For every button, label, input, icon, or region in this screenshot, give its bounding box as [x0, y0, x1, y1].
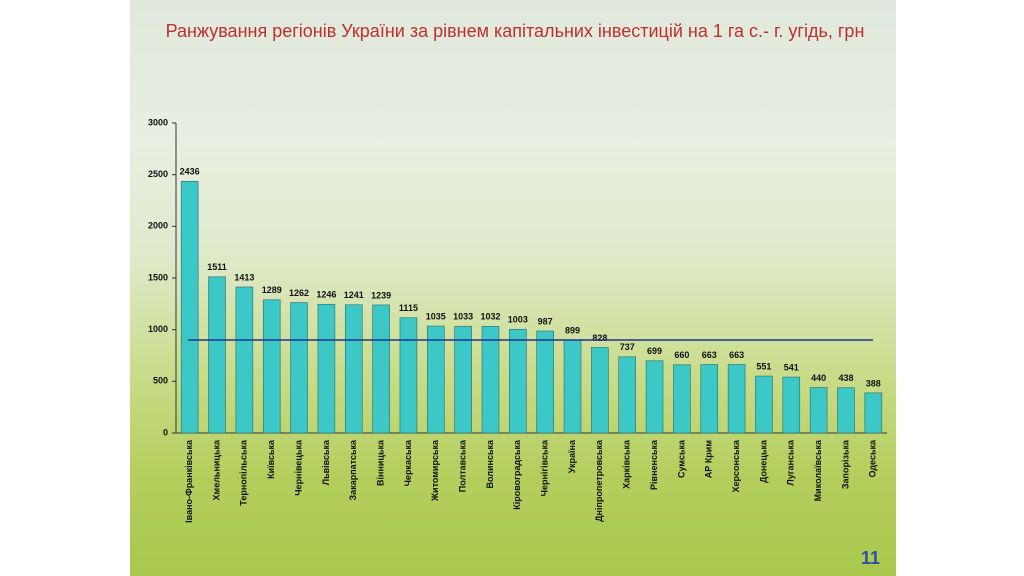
value-label: 1511: [207, 262, 227, 272]
value-label: 1035: [426, 311, 446, 321]
value-label: 1413: [234, 272, 254, 282]
x-tick-label: Житомирська: [430, 439, 440, 502]
bar: [591, 347, 609, 434]
bar: [645, 360, 664, 434]
value-label: 663: [702, 350, 717, 360]
bar: [673, 364, 691, 434]
x-tick-label: Полтавська: [458, 439, 468, 492]
value-label: 737: [620, 342, 635, 352]
value-label: 2436: [180, 167, 200, 177]
page-number: 11: [860, 548, 880, 568]
value-label: 1033: [453, 312, 473, 322]
bar: [427, 325, 445, 434]
x-tick-label: Чернігівська: [540, 439, 550, 496]
x-tick-label: Миколаївська: [813, 439, 823, 501]
bar: [344, 304, 363, 434]
y-tick-label: 500: [153, 376, 168, 386]
value-label: 663: [729, 350, 744, 360]
x-tick-label: Сумська: [676, 439, 686, 478]
y-tick-label: 2000: [148, 221, 168, 231]
value-label: 828: [592, 333, 607, 343]
x-tick-label: Львівська: [321, 439, 331, 485]
x-tick-label: Київська: [266, 439, 276, 479]
bar: [235, 286, 254, 434]
bar: [509, 329, 527, 434]
bar: [563, 339, 582, 434]
bar: [536, 330, 554, 434]
x-tick-label: Одеська: [868, 439, 878, 477]
bar: [454, 325, 472, 434]
bar: [755, 375, 773, 434]
value-label: 899: [565, 325, 580, 335]
bar: [727, 364, 746, 434]
x-tick-label: Україна: [567, 439, 577, 473]
value-label: 987: [538, 316, 553, 326]
value-label: 1289: [262, 285, 282, 295]
bar: [864, 392, 883, 434]
y-tick-label: 0: [163, 427, 168, 437]
bar: [700, 364, 719, 434]
value-label: 440: [811, 373, 826, 383]
x-tick-label: Запорізька: [840, 439, 850, 489]
x-tick-label: Черкаська: [403, 439, 413, 486]
x-tick-label: Дніпропетровська: [594, 439, 604, 522]
bar: [317, 303, 336, 434]
bar: [290, 302, 308, 434]
x-tick-label: Харківська: [622, 439, 632, 489]
y-tick-label: 2500: [148, 169, 168, 179]
bar: [782, 376, 801, 434]
value-label: 388: [866, 378, 881, 388]
x-tick-label: Волинська: [485, 439, 495, 489]
y-tick-label: 1500: [148, 272, 168, 282]
x-tick-label: Луганська: [786, 439, 796, 486]
bar: [208, 276, 226, 434]
value-label: 1241: [344, 290, 364, 300]
bar: [481, 326, 500, 434]
value-label: 1032: [480, 312, 500, 322]
x-tick-label: Тернопільська: [239, 439, 249, 506]
x-tick-label: Хмельницька: [211, 439, 221, 500]
bar: [809, 387, 828, 434]
x-tick-label: Рівненська: [649, 439, 659, 490]
value-label: 551: [756, 361, 771, 371]
value-label: 1239: [371, 290, 391, 300]
x-tick-label: Кіровоградська: [512, 439, 522, 510]
value-label: 1246: [316, 290, 336, 300]
value-label: 438: [838, 373, 853, 383]
value-label: 1003: [508, 315, 528, 325]
x-tick-label: Херсонська: [731, 439, 741, 492]
bar: [262, 299, 281, 434]
y-tick-label: 3000: [148, 117, 168, 127]
x-tick-label: Донецька: [758, 439, 768, 483]
x-tick-label: Закарпатська: [348, 439, 358, 500]
value-label: 660: [674, 350, 689, 360]
bar: [372, 304, 390, 434]
value-label: 541: [784, 362, 799, 372]
bar: [399, 317, 418, 434]
bar: [180, 180, 199, 434]
x-tick-label: Івано-Франківська: [184, 439, 194, 523]
value-label: 699: [647, 346, 662, 356]
y-tick-label: 1000: [148, 324, 168, 334]
bar: [837, 387, 855, 434]
x-tick-label: Чернівецька: [293, 439, 303, 496]
x-tick-label: Вінницька: [375, 439, 385, 486]
slide-background: [130, 0, 896, 576]
value-label: 1115: [399, 303, 418, 313]
x-tick-label: АР Крим: [704, 440, 714, 479]
chart-title: Ранжування регіонів України за рівнем ка…: [165, 21, 865, 41]
value-label: 1262: [289, 288, 309, 298]
bar: [618, 356, 636, 434]
